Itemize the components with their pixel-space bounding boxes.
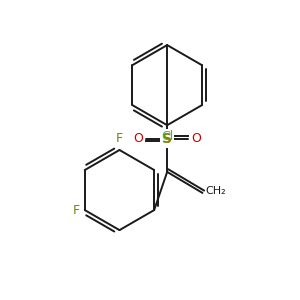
- Text: O: O: [134, 132, 143, 145]
- Text: S: S: [162, 132, 172, 145]
- Text: F: F: [73, 204, 80, 217]
- Text: O: O: [191, 132, 201, 145]
- Text: Cl: Cl: [161, 130, 173, 143]
- Text: F: F: [116, 132, 123, 145]
- Text: CH₂: CH₂: [205, 186, 226, 196]
